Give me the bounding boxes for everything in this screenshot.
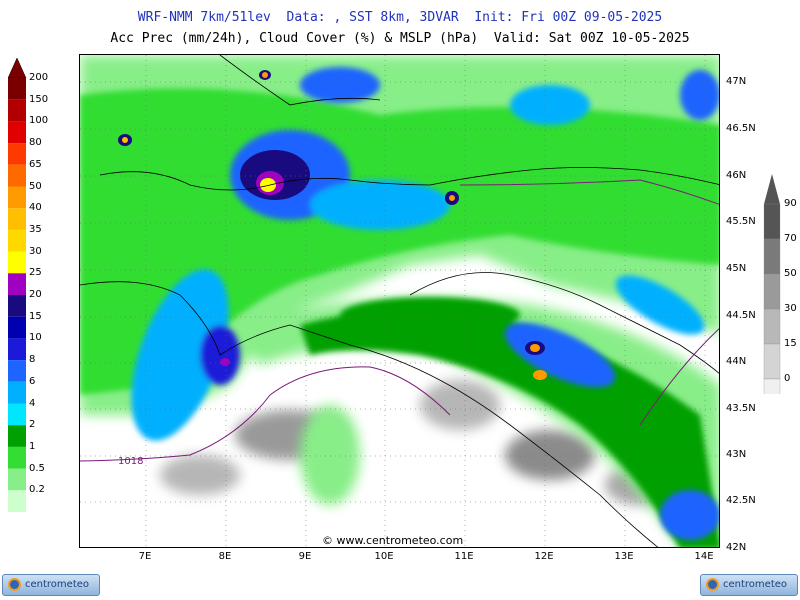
precip-colorbar (7, 57, 27, 512)
globe-icon (8, 578, 21, 591)
lon-label: 12E (534, 551, 554, 562)
precip-scale-label: 25 (29, 267, 42, 279)
lat-label: 42N (726, 542, 747, 553)
cloud-scale-label: 30 (784, 303, 797, 314)
precip-scale-label: 2 (29, 419, 36, 431)
precip-scale-label: 0.2 (29, 484, 45, 496)
precip-scale-label: 200 (29, 72, 49, 83)
colorbar-swatch (8, 490, 26, 512)
map-title-line1: WRF-NMM 7km/51lev Data: , SST 8km, 3DVAR… (137, 10, 663, 25)
colorbar-swatch (8, 229, 26, 252)
lon-label: 13E (614, 551, 634, 562)
centrometeo-logo-right: centrometeo (700, 574, 798, 596)
cloud-colorbar (763, 174, 781, 394)
weather-map: 1018 (79, 54, 720, 548)
colorbar-swatch (8, 316, 26, 339)
precip-scale-label: 4 (29, 397, 36, 409)
colorbar-swatch (8, 381, 26, 404)
precip-scale-label: 20 (29, 289, 42, 300)
colorbar-swatch (8, 78, 26, 100)
lon-label: 10E (374, 551, 394, 562)
precip-scale-label: 0.5 (29, 462, 45, 474)
colorbar-swatch (8, 273, 26, 295)
colorbar-swatch (763, 308, 781, 345)
lon-label: 9E (298, 551, 312, 562)
lat-label: 45.5N (726, 216, 756, 227)
cloud-scale-label: 50 (784, 268, 797, 279)
precip-scale-label: 6 (29, 375, 36, 387)
colorbar-swatch (8, 143, 26, 165)
borders (80, 55, 719, 547)
precip-scale-label: 35 (29, 223, 42, 235)
lat-label: 43N (726, 449, 747, 460)
colorbar-swatch (8, 164, 26, 187)
colorbar-swatch (763, 378, 781, 394)
cloud-scale-label: 0 (784, 373, 791, 384)
lat-label: 47N (726, 76, 747, 87)
isobar-north (459, 179, 719, 205)
colorbar-swatch (8, 208, 26, 230)
colorbar-swatch (8, 338, 26, 361)
precip-scale-label: 8 (29, 354, 36, 366)
precip-scale-label: 150 (29, 93, 49, 105)
colorbar-swatch (8, 99, 26, 122)
logo-text: centrometeo (723, 579, 788, 590)
precip-scale-label: 65 (29, 158, 42, 170)
colorbar-swatch (8, 360, 26, 382)
cloud-scale-label: 90 (784, 198, 797, 209)
precip-scale-label: 100 (29, 115, 49, 127)
globe-icon (706, 578, 719, 591)
lon-label: 8E (218, 551, 232, 562)
lon-label: 7E (138, 551, 152, 562)
precip-scale-label: 10 (29, 332, 42, 344)
precip-field: 1018 (80, 55, 719, 547)
lat-label: 46N (726, 170, 747, 181)
isobar-east (639, 328, 719, 426)
colorbar-arrow (764, 174, 780, 204)
colorbar-swatch (8, 251, 26, 274)
lat-label: 44.5N (726, 310, 756, 321)
colorbar-arrow (7, 57, 27, 79)
lat-label: 45N (726, 263, 747, 274)
lat-label: 46.5N (726, 123, 756, 134)
lon-label: 14E (694, 551, 714, 562)
precip-scale-label: 1 (29, 440, 36, 452)
map-credit: © www.centrometeo.com (322, 534, 464, 547)
grid (80, 55, 719, 547)
colorbar-swatch (763, 203, 781, 240)
colorbar-swatch (8, 295, 26, 317)
colorbar-swatch (763, 273, 781, 310)
cloud-scale-label: 70 (784, 233, 797, 244)
precip-scale-label: 40 (29, 202, 42, 214)
precip-scale-label: 50 (29, 180, 42, 192)
colorbar-swatch (8, 446, 26, 469)
isobar-label: 1018 (118, 456, 143, 467)
logo-text: centrometeo (25, 579, 90, 590)
lat-label: 43.5N (726, 403, 756, 414)
precip-scale-label: 30 (29, 245, 42, 257)
lon-label: 11E (454, 551, 474, 562)
colorbar-swatch (763, 343, 781, 380)
lat-label: 44N (726, 356, 747, 367)
colorbar-swatch (8, 425, 26, 447)
colorbar-swatch (763, 238, 781, 275)
map-title-line2: Acc Prec (mm/24h), Cloud Cover (%) & MSL… (110, 31, 690, 46)
colorbar-swatch (8, 121, 26, 144)
cloud-scale-label: 15 (784, 338, 797, 349)
precip-scale-label: 15 (29, 310, 42, 322)
precip-scale-label: 80 (29, 137, 42, 149)
colorbar-swatch (8, 186, 26, 209)
isobar-1018 (80, 366, 451, 462)
colorbar-swatch (8, 403, 26, 426)
colorbar-swatch (8, 468, 26, 491)
centrometeo-logo-left: centrometeo (2, 574, 100, 596)
lat-label: 42.5N (726, 495, 756, 506)
